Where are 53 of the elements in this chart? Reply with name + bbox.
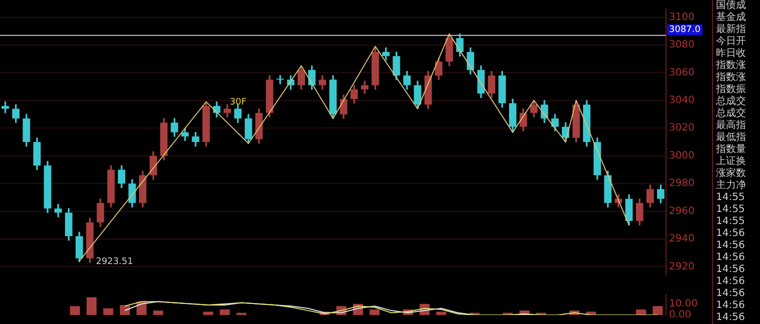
bar	[120, 305, 130, 315]
annotation: 2923.51	[96, 256, 134, 267]
text: 主力净	[716, 180, 747, 192]
text: 昨日收	[716, 48, 747, 60]
text: 指数量	[716, 144, 747, 156]
text: 上证换	[716, 156, 747, 168]
text: 最新指	[716, 24, 747, 36]
text: 国债成	[716, 0, 747, 12]
text: 涨家数	[716, 168, 747, 180]
bar	[370, 309, 380, 315]
text: 14:55	[716, 192, 746, 204]
bar	[70, 306, 80, 315]
text: 总成交	[716, 96, 747, 108]
bar	[203, 312, 214, 315]
annotation: 30F	[230, 97, 246, 108]
bar	[652, 306, 663, 315]
text: 14:55	[716, 216, 746, 228]
text: 14:56	[716, 264, 746, 276]
text: 总成交	[716, 108, 747, 120]
y-tick-label: 3000	[669, 150, 694, 162]
y-tick-label: 3060	[669, 67, 694, 78]
bar	[436, 312, 446, 315]
text: 指数振	[716, 84, 747, 96]
y-tick-label: 2920	[669, 261, 694, 272]
y-tick-label: 3080	[669, 40, 694, 51]
text: 14:56	[716, 240, 746, 252]
y-tick-label: 0.00	[669, 310, 692, 321]
y-tick-label: 2980	[669, 178, 694, 190]
bar	[86, 297, 97, 315]
text: 14:56	[716, 312, 746, 324]
y-tick-label: 10.00	[669, 298, 698, 310]
y-tick-label: 2960	[669, 206, 694, 217]
text: 14:56	[716, 300, 746, 312]
bar	[636, 309, 646, 315]
text: 最低指	[716, 132, 747, 144]
bar	[153, 310, 164, 315]
y-tick-label: 3020	[669, 122, 694, 134]
text: 最高指	[716, 120, 747, 132]
text: 14:55	[716, 204, 746, 216]
bar	[220, 309, 230, 315]
text: 14:56	[716, 228, 746, 240]
y-tick-label: 3040	[669, 95, 694, 106]
y-tick-label: 3100	[669, 12, 694, 23]
ref-line-label: 3087.0	[669, 25, 701, 36]
y-tick-label: 2940	[669, 234, 694, 245]
text: 指数涨	[716, 72, 747, 84]
text: 14:56	[716, 276, 746, 288]
text: 今日开	[716, 36, 747, 48]
text: 14:56	[716, 288, 746, 300]
text: 指数涨	[716, 60, 747, 72]
text: 14:56	[716, 252, 746, 264]
text: 基金成	[716, 12, 747, 24]
bar	[103, 308, 114, 315]
